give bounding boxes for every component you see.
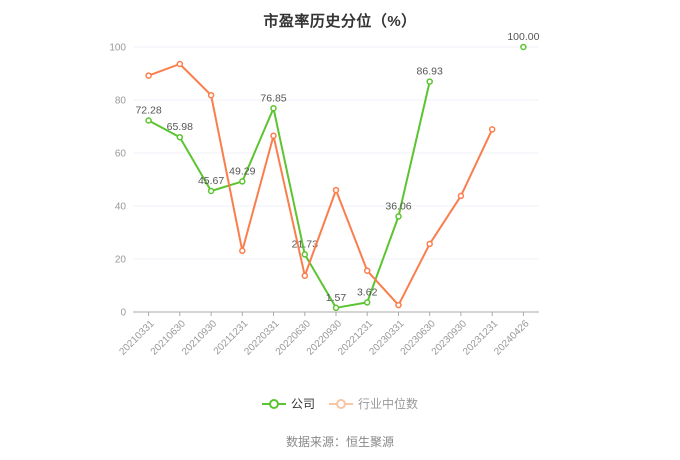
company-point[interactable]: [176, 133, 184, 141]
company-point[interactable]: [207, 187, 215, 195]
svg-text:20240426: 20240426: [492, 318, 532, 358]
company-point-label: 65.98: [167, 121, 193, 133]
company-point[interactable]: [239, 178, 246, 185]
company-point-label: 1.57: [326, 292, 347, 304]
industry-median-series: [145, 60, 496, 309]
x-axis: 2021033120210630202109302021123120220331…: [117, 311, 539, 358]
svg-text:40: 40: [115, 202, 127, 213]
svg-text:60: 60: [115, 149, 127, 160]
industry-median-point[interactable]: [301, 272, 309, 279]
company-point[interactable]: [426, 78, 433, 85]
industry-median-point[interactable]: [457, 192, 465, 200]
svg-text:100: 100: [109, 43, 126, 54]
company-point-label: 36.06: [385, 200, 411, 212]
industry-median-point[interactable]: [488, 126, 496, 133]
y-axis: 0 20 40 60 80 100: [109, 43, 539, 319]
data-source-text: 数据来源：恒生聚源: [285, 435, 394, 449]
company-point[interactable]: [332, 304, 340, 312]
svg-text:0: 0: [120, 308, 126, 319]
company-point-label: 72.28: [135, 105, 161, 117]
industry-median-point[interactable]: [363, 267, 371, 274]
chart-legend: 公司 行业中位数: [0, 397, 680, 411]
industry-median-point[interactable]: [332, 186, 340, 194]
company-legend-marker: [261, 399, 286, 409]
industry-median-point[interactable]: [207, 91, 215, 99]
company-point[interactable]: [363, 299, 371, 306]
industry-median-point[interactable]: [145, 72, 152, 79]
industry-median-legend-marker: [329, 399, 353, 409]
company-point-label: 86.93: [417, 66, 443, 78]
company-point[interactable]: [520, 43, 527, 51]
legend-item-company[interactable]: 公司: [261, 397, 315, 411]
company-point[interactable]: [395, 213, 402, 220]
legend-label-company: 公司: [290, 397, 315, 411]
industry-median-line: [147, 63, 494, 307]
legend-item-industry-median[interactable]: 行业中位数: [329, 397, 418, 411]
company-point-label: 45.67: [198, 175, 224, 187]
company-point-label: 3.62: [357, 286, 378, 298]
legend-label-industry-median: 行业中位数: [358, 397, 419, 411]
chart-title: 市盈率历史分位（%）: [263, 13, 417, 30]
industry-median-point[interactable]: [426, 240, 433, 248]
company-point-label: 49.29: [229, 165, 255, 177]
svg-text:20: 20: [115, 255, 127, 266]
company-point[interactable]: [145, 117, 152, 124]
industry-median-point[interactable]: [176, 60, 184, 68]
company-point[interactable]: [270, 105, 277, 112]
company-point-label: 100.00: [507, 31, 539, 43]
company-point-label: 76.85: [260, 92, 286, 104]
industry-median-point[interactable]: [270, 132, 277, 140]
industry-median-point[interactable]: [395, 301, 402, 309]
company-point[interactable]: [301, 251, 309, 258]
industry-median-point[interactable]: [239, 247, 246, 255]
svg-text:80: 80: [115, 96, 127, 107]
